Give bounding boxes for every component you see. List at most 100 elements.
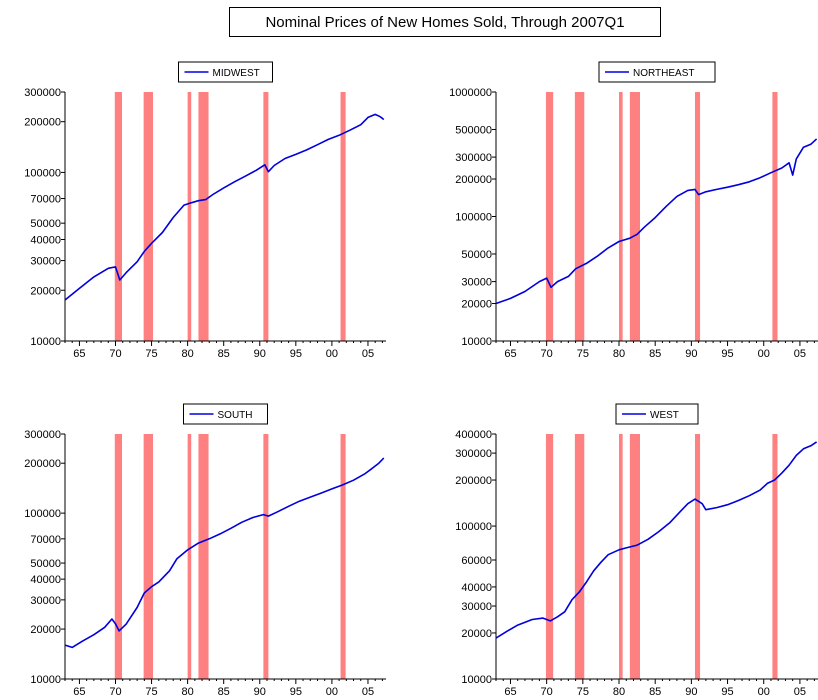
x-tick-label: 00 (758, 348, 770, 360)
y-tick-label: 300000 (24, 87, 61, 99)
recession-bar (772, 434, 778, 679)
x-tick-label: 65 (73, 686, 85, 698)
y-tick-label: 400000 (455, 429, 492, 441)
recession-bar (545, 92, 554, 341)
recession-bar (114, 434, 122, 679)
x-tick-label: 90 (685, 686, 697, 698)
x-tick-label: 75 (145, 686, 157, 698)
y-tick-label: 20000 (461, 628, 492, 640)
recession-bar (340, 92, 346, 341)
recession-bar (574, 92, 585, 341)
x-tick-label: 80 (182, 686, 194, 698)
recession-bar (187, 434, 192, 679)
legend: WEST (615, 403, 699, 425)
x-tick-label: 70 (109, 348, 121, 360)
x-tick-label: 85 (218, 348, 230, 360)
x-tick-label: 80 (613, 686, 625, 698)
recession-bar (694, 92, 701, 341)
x-tick-label: 00 (326, 348, 338, 360)
legend-box (178, 61, 273, 83)
series-line-northeast (495, 138, 818, 305)
legend-box (183, 403, 268, 425)
y-tick-label: 50000 (30, 558, 61, 570)
x-tick-label: 65 (504, 348, 516, 360)
y-tick-label: 300000 (24, 429, 61, 441)
x-tick-label: 85 (218, 686, 230, 698)
x-tick-label: 95 (721, 348, 733, 360)
y-tick-label: 40000 (30, 574, 61, 586)
x-tick-label: 90 (254, 686, 266, 698)
chart-title: Nominal Prices of New Homes Sold, Throug… (229, 7, 661, 37)
x-tick-label: 95 (290, 686, 302, 698)
y-tick-label: 200000 (455, 475, 492, 487)
x-tick-label: 95 (290, 348, 302, 360)
series-line-midwest (64, 113, 385, 301)
series-line-west (495, 441, 818, 639)
chart-title-text: Nominal Prices of New Homes Sold, Throug… (265, 13, 625, 31)
x-tick-label: 00 (758, 686, 770, 698)
y-tick-label: 60000 (461, 555, 492, 567)
y-tick-label: 50000 (461, 249, 492, 261)
legend: MIDWEST (178, 61, 273, 83)
panel-west: 10000 20000 30000 40000 60000 100000 200000 300… (455, 403, 818, 698)
y-tick-label: 10000 (461, 336, 492, 348)
y-tick-label: 100000 (455, 521, 492, 533)
legend-label: NORTHEAST (633, 68, 695, 79)
x-tick-label: 00 (326, 686, 338, 698)
recession-bar (143, 434, 154, 679)
x-tick-label: 05 (362, 348, 374, 360)
recession-bar (629, 92, 640, 341)
y-tick-label: 10000 (461, 674, 492, 686)
y-tick-label: 20000 (461, 299, 492, 311)
panel-northeast: 10000 20000 30000 50000 100000 200000 300000 50… (449, 61, 818, 360)
legend: NORTHEAST (598, 61, 716, 83)
y-tick-label: 100000 (455, 212, 492, 224)
legend-box (615, 403, 699, 425)
recession-bar (187, 92, 192, 341)
legend-label: SOUTH (218, 410, 253, 421)
x-tick-label: 95 (721, 686, 733, 698)
recession-bar (340, 434, 346, 679)
y-tick-label: 100000 (24, 167, 61, 179)
recession-bar (629, 434, 640, 679)
y-tick-label: 500000 (455, 124, 492, 136)
legend-box (598, 61, 716, 83)
y-tick-label: 20000 (30, 285, 61, 297)
y-tick-label: 40000 (30, 235, 61, 247)
recession-bar (114, 92, 122, 341)
y-tick-label: 30000 (461, 601, 492, 613)
x-tick-label: 90 (685, 348, 697, 360)
x-tick-label: 05 (794, 348, 806, 360)
legend: SOUTH (183, 403, 268, 425)
recession-bar (143, 92, 154, 341)
y-tick-label: 200000 (455, 174, 492, 186)
x-tick-label: 05 (362, 686, 374, 698)
x-tick-label: 75 (577, 348, 589, 360)
recession-bar (198, 434, 209, 679)
y-tick-label: 10000 (30, 336, 61, 348)
panel-midwest: 10000 20000 30000 40000 50000 70000 100000 2000… (24, 61, 386, 360)
y-tick-label: 70000 (30, 534, 61, 546)
y-tick-label: 30000 (30, 595, 61, 607)
recession-bar (619, 434, 623, 679)
y-tick-label: 70000 (30, 194, 61, 206)
recession-bar (619, 92, 623, 341)
x-tick-label: 80 (613, 348, 625, 360)
y-tick-label: 300000 (455, 448, 492, 460)
y-tick-label: 200000 (24, 458, 61, 470)
series-line-south (64, 457, 385, 649)
y-tick-label: 200000 (24, 117, 61, 129)
x-tick-label: 90 (254, 348, 266, 360)
x-tick-label: 70 (541, 686, 553, 698)
y-tick-label: 300000 (455, 152, 492, 164)
x-tick-label: 75 (145, 348, 157, 360)
y-tick-label: 10000 (30, 674, 61, 686)
recession-bar (772, 92, 778, 341)
recession-bar (694, 434, 701, 679)
y-tick-label: 1000000 (449, 87, 492, 99)
x-tick-label: 65 (73, 348, 85, 360)
y-tick-label: 20000 (30, 624, 61, 636)
x-tick-label: 70 (541, 348, 553, 360)
recession-bar (263, 434, 269, 679)
